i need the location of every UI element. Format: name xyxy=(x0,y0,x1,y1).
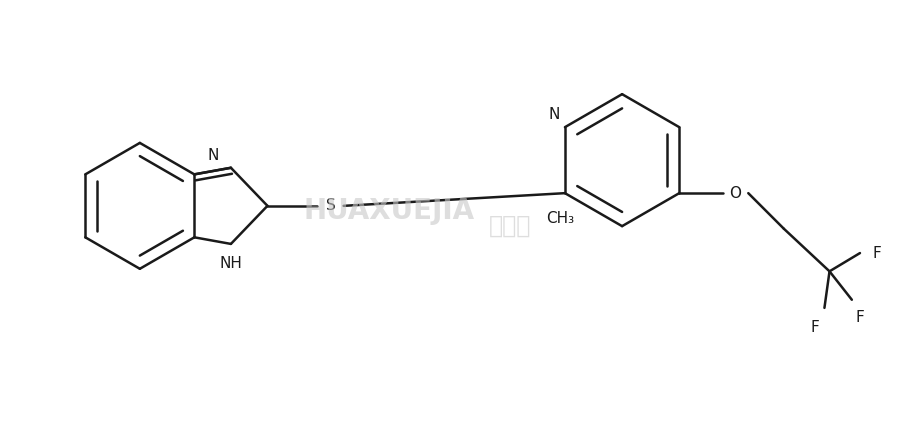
Text: NH: NH xyxy=(219,256,243,271)
Text: S: S xyxy=(325,198,335,213)
Text: F: F xyxy=(811,320,819,335)
Text: CH₃: CH₃ xyxy=(546,211,574,226)
Text: HUAXUEJIA: HUAXUEJIA xyxy=(303,197,474,225)
Text: O: O xyxy=(729,186,741,200)
Text: F: F xyxy=(856,310,864,325)
Text: 化学加: 化学加 xyxy=(489,214,531,238)
Text: N: N xyxy=(548,107,560,122)
Text: N: N xyxy=(208,148,218,163)
Text: F: F xyxy=(872,245,881,260)
